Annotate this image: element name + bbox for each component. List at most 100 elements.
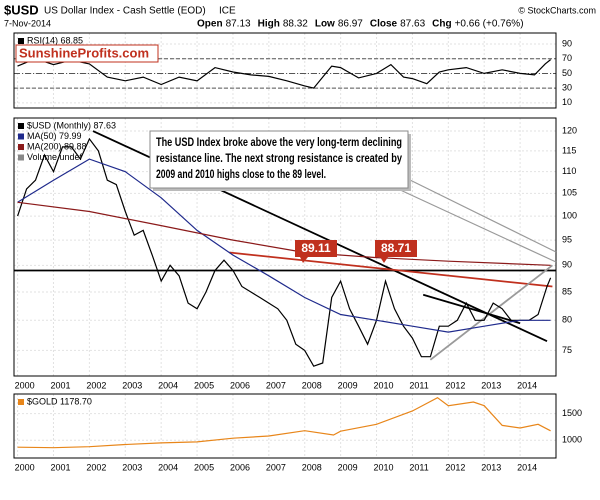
series-line [17, 158, 551, 333]
series-line [17, 137, 552, 367]
x-tick-label: 2013 [481, 462, 501, 472]
series-line [17, 58, 551, 89]
x-tick-label: 2014 [517, 380, 537, 390]
panel: 2000 2001 2002 2003 2004 2005 2006 2007 2008 2009… [13, 393, 582, 472]
x-tick-label: 2008 [302, 380, 322, 390]
x-tick-label: 2009 [338, 380, 358, 390]
annotation-text: 2009 and 2010 highs close to the 89 leve… [156, 167, 326, 181]
x-tick-label: 2000 [15, 462, 35, 472]
quote-value: 86.97 [338, 19, 363, 30]
level-box [375, 240, 417, 257]
annotation-box [149, 130, 409, 189]
x-tick-label: 2001 [50, 462, 70, 472]
quote-label: Open [197, 19, 223, 30]
y-tick-label: 80 [562, 315, 572, 325]
date: 7-Nov-2014 [4, 18, 51, 28]
panel-background [14, 394, 556, 458]
legend-swatch [18, 399, 24, 405]
legend-label: $USD (Monthly) 87.63 [27, 120, 116, 130]
overlay: The USD Index broke above the very long-… [149, 130, 557, 263]
pointer-line [409, 179, 557, 253]
x-tick-label: 2013 [481, 380, 501, 390]
x-tick-label: 2012 [445, 380, 465, 390]
trend-line [422, 293, 521, 325]
legend-label: RSI(14) 68.85 [27, 35, 83, 45]
y-tick-label: 1500 [562, 408, 582, 418]
x-tick-label: 2001 [50, 380, 70, 390]
y-tick-label: 75 [562, 345, 572, 355]
x-tick-label: 2012 [445, 462, 465, 472]
x-tick-label: 2003 [122, 462, 142, 472]
quote-label: Close [370, 19, 398, 30]
panel-border [13, 393, 557, 459]
y-tick-label: 110 [562, 166, 576, 176]
x-tick-label: 2000 [15, 380, 35, 390]
y-tick-label: 30 [562, 83, 572, 93]
legend-swatch [18, 154, 24, 161]
panel: 10 30 50 70 90 RSI(14) 68.85SunshineProfits.c… [13, 32, 572, 109]
series-line [17, 201, 551, 266]
x-tick-label: 2003 [122, 380, 142, 390]
x-tick-label: 2004 [158, 380, 178, 390]
trend-line [229, 251, 553, 288]
quote-value: 88.32 [283, 19, 308, 30]
y-tick-label: 90 [562, 260, 572, 270]
instrument-name: US Dollar Index - Cash Settle (EOD) [44, 6, 206, 17]
legend-swatch [18, 38, 24, 44]
x-tick-label: 2005 [194, 462, 214, 472]
y-tick-label: 1000 [562, 435, 582, 445]
x-tick-label: 2005 [194, 380, 214, 390]
x-tick-label: 2002 [86, 462, 106, 472]
x-tick-label: 2010 [374, 462, 394, 472]
y-tick-label: 105 [562, 188, 577, 198]
level-pointer [300, 257, 308, 263]
quote-value: 87.63 [400, 19, 425, 30]
level-label: 88.71 [381, 241, 411, 255]
watermark-box [15, 44, 159, 63]
x-tick-label: 2008 [302, 462, 322, 472]
x-tick-label: 2007 [266, 462, 286, 472]
legend-label: Volume undef [27, 152, 83, 162]
y-tick-label: 120 [562, 125, 577, 135]
exchange: ICE [219, 6, 236, 17]
y-tick-label: 70 [562, 53, 572, 63]
x-tick-label: 2014 [517, 462, 537, 472]
y-tick-label: 50 [562, 68, 572, 78]
y-tick-label: 85 [562, 286, 572, 296]
header: $USD US Dollar Index - Cash Settle (EOD)… [4, 2, 596, 29]
pointer-line [395, 187, 557, 263]
level-label: 89.11 [301, 241, 331, 255]
annotation-text: The USD Index broke above the very long-… [156, 135, 402, 149]
legend-label: $GOLD 1178.70 [27, 396, 92, 406]
series-line [17, 396, 551, 449]
quote-label: Chg [432, 19, 451, 30]
x-tick-label: 2006 [230, 380, 250, 390]
level-pointer [380, 257, 388, 263]
credit: © StockCharts.com [518, 5, 596, 15]
y-tick-label: 100 [562, 211, 577, 221]
x-tick-label: 2007 [266, 380, 286, 390]
y-tick-label: 90 [562, 38, 572, 48]
panel-border [13, 32, 557, 109]
legend-label: MA(200) 89.88 [27, 141, 87, 151]
y-tick-label: 115 [562, 145, 576, 155]
legend-swatch [18, 133, 24, 140]
x-tick-label: 2002 [86, 380, 106, 390]
y-tick-label: 10 [562, 97, 572, 107]
y-tick-label: 95 [562, 234, 572, 244]
legend-swatch [18, 123, 24, 129]
panel-border [13, 117, 557, 377]
level-box [295, 240, 337, 257]
trend-line [429, 264, 553, 361]
x-tick-label: 2011 [409, 462, 428, 472]
legend-swatch [18, 144, 24, 150]
quote-value: +0.66 (+0.76%) [455, 19, 524, 30]
x-tick-label: 2004 [158, 462, 178, 472]
x-tick-label: 2006 [230, 462, 250, 472]
x-tick-label: 2011 [409, 380, 428, 390]
x-tick-label: 2010 [374, 380, 394, 390]
quote-value: 87.13 [226, 19, 251, 30]
x-tick-label: 2009 [338, 462, 358, 472]
symbol: $USD [4, 2, 39, 17]
